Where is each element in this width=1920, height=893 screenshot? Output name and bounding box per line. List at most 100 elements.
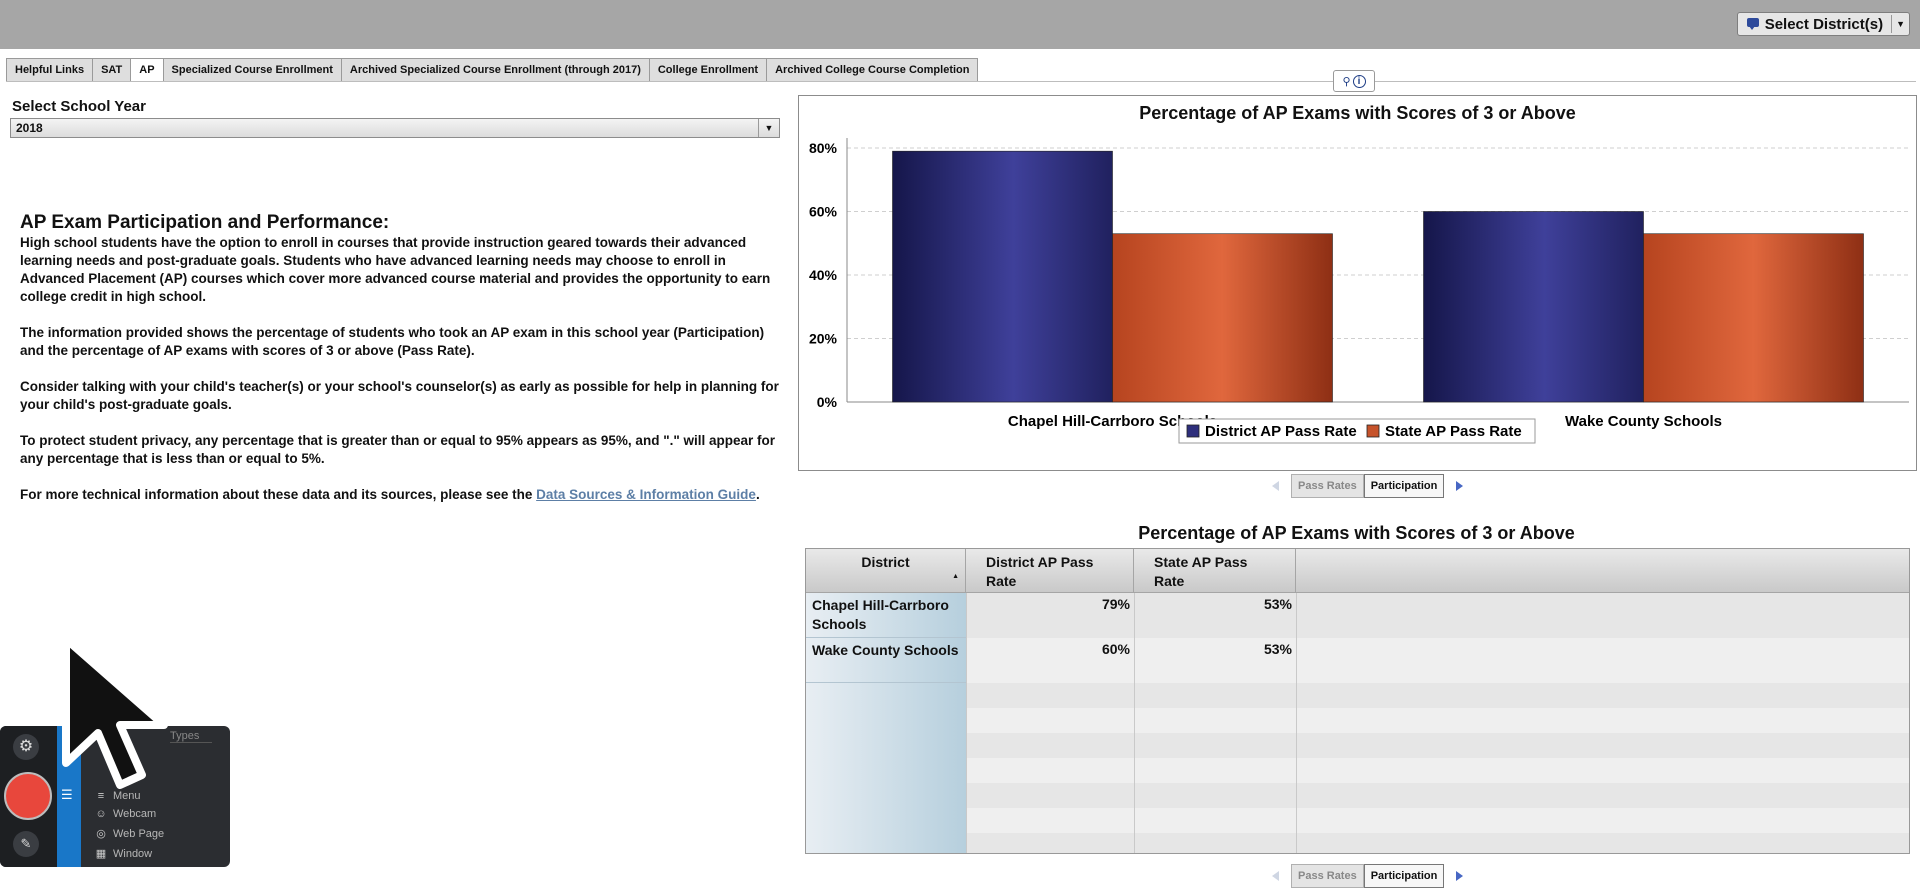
pass-rates-button[interactable]: Pass Rates [1291,474,1364,498]
table-cell-district-rate: 79% [1101,596,1130,612]
school-year-select[interactable]: 2018 ▼ [10,118,780,138]
tab-sat[interactable]: SAT [92,58,131,82]
bar-state-1 [1643,233,1864,403]
description-heading: AP Exam Participation and Performance: [20,212,390,233]
bar-chart: 0% 20% 40% 60% 80% Chapel Hill-Carrboro Schoo… [809,138,1909,444]
previous-arrow-icon[interactable] [1272,481,1279,491]
table-row-stripe [966,833,1909,853]
help-button[interactable]: ⚲ i [1333,70,1375,92]
column-header-empty [1296,549,1909,593]
tab-archived-specialized-course-enrollment[interactable]: Archived Specialized Course Enrollment (… [340,58,649,82]
edit-icon[interactable]: ✎ [13,831,39,857]
speech-bubble-icon [1746,17,1760,31]
legend-label: District AP Pass Rate [1205,423,1357,440]
participation-button[interactable]: Participation [1363,864,1445,888]
bar-district-0 [892,150,1113,403]
tab-helpful-links[interactable]: Helpful Links [6,58,93,82]
sort-ascending-icon[interactable]: ▲ [952,573,959,580]
table-row-stripe [966,683,1909,708]
y-tick-label: 0% [817,394,838,410]
table-row-stripe [966,758,1909,783]
recorder-option-web-page[interactable]: ◎ Web Page [95,827,165,841]
district-column-background [806,549,966,853]
y-tick-label: 60% [809,204,838,220]
option-label: Webcam [113,808,157,820]
sources-prefix: For more technical information about the… [20,487,537,502]
column-header-state-ap-pass-rate[interactable]: State AP Pass Rate [1134,549,1296,593]
mouse-cursor-icon [62,635,168,789]
top-bar: Select District(s) ▼ [0,0,1920,49]
legend-swatch [1366,424,1380,438]
column-header-district-ap-pass-rate[interactable]: District AP Pass Rate [966,549,1134,593]
tab-bar: Helpful Links SAT AP Specialized Course … [6,58,979,82]
legend-label: State AP Pass Rate [1385,423,1522,440]
table-row-stripe [966,638,1909,683]
y-tick-label: 40% [809,267,838,283]
pass-rates-button[interactable]: Pass Rates [1291,864,1364,888]
participation-button[interactable]: Participation [1363,474,1445,498]
bar-district-1 [1423,211,1644,403]
recorder-option-menu[interactable]: ≡ Menu [95,790,141,802]
school-year-label: Select School Year [12,98,146,115]
table-title: Percentage of AP Exams with Scores of 3 … [1138,523,1575,543]
menu-icon: ≡ [97,790,105,802]
description-paragraph: High school students have the option to … [20,235,771,304]
next-arrow-icon[interactable] [1456,481,1464,491]
wand-icon: ⚲ [1342,75,1351,88]
gear-icon[interactable]: ⚙ [13,734,39,760]
chevron-down-icon[interactable]: ▼ [758,119,779,137]
chart-title: Percentage of AP Exams with Scores of 3 … [1139,103,1576,123]
bar-chart-panel: Percentage of AP Exams with Scores of 3 … [798,95,1917,471]
option-label: Window [113,847,153,860]
option-label: Menu [113,790,141,802]
x-tick-label: Wake County Schools [1565,413,1722,430]
description-paragraph: Consider talking with your child's teach… [20,379,779,412]
description-paragraph: For more technical information about the… [20,486,780,504]
info-icon: i [1352,74,1366,88]
description-paragraph: To protect student privacy, any percenta… [20,433,776,466]
bar-state-0 [1112,233,1333,403]
screen-recorder-widget: ⚙ ✎ ☰ Types ≡ Menu ☺ Webcam ◎ Web Page ▦… [0,726,230,867]
table-row-stripe [966,733,1909,758]
description-paragraph: The information provided shows the perce… [20,325,765,358]
table-row-district: Chapel Hill-Carrboro Schools [806,593,966,638]
y-tick-label: 20% [809,331,838,347]
chevron-down-icon[interactable]: ▼ [1896,19,1905,29]
previous-arrow-icon[interactable] [1272,871,1279,881]
webcam-icon: ☺ [95,808,107,820]
tab-specialized-course-enrollment[interactable]: Specialized Course Enrollment [162,58,341,82]
next-arrow-icon[interactable] [1456,871,1464,881]
table-row-stripe [966,708,1909,733]
list-icon[interactable]: ☰ [61,787,73,802]
data-sources-link[interactable]: Data Sources & Information Guide [536,487,756,502]
legend-box [1178,418,1536,444]
recorder-option-window[interactable]: ▦ Window [95,847,153,861]
table-row-district: Wake County Schools [806,638,966,683]
table-row-stripe [966,783,1909,808]
table-cell-district-rate: 60% [1101,641,1130,657]
legend-swatch [1186,424,1200,438]
column-header-district[interactable]: District ▲ [806,549,966,593]
window-icon: ▦ [95,848,107,860]
tab-underline [6,81,1916,82]
types-header: Types [170,730,212,743]
tab-college-enrollment[interactable]: College Enrollment [648,58,767,82]
x-tick-label: Chapel Hill-Carrboro Schools [1008,413,1217,430]
recorder-option-webcam[interactable]: ☺ Webcam [95,808,156,820]
tab-archived-college-course-completion[interactable]: Archived College Course Completion [766,58,979,82]
column-divider [1134,593,1135,853]
select-district-label: Select District(s) [1764,15,1884,33]
school-year-value: 2018 [16,121,43,135]
description-panel: AP Exam Participation and Performance: H… [20,212,780,522]
record-button[interactable] [4,772,52,820]
option-label: Web Page [113,827,165,840]
y-tick-label: 80% [809,140,838,156]
globe-icon: ◎ [96,828,106,840]
select-district-button[interactable]: Select District(s) ▼ [1736,12,1910,36]
divider [1891,15,1893,33]
table-cell-state-rate: 53% [1263,641,1292,657]
table-row-stripe [966,808,1909,833]
tab-ap[interactable]: AP [130,58,163,82]
table-cell-state-rate: 53% [1263,596,1292,612]
column-divider [1296,593,1297,853]
